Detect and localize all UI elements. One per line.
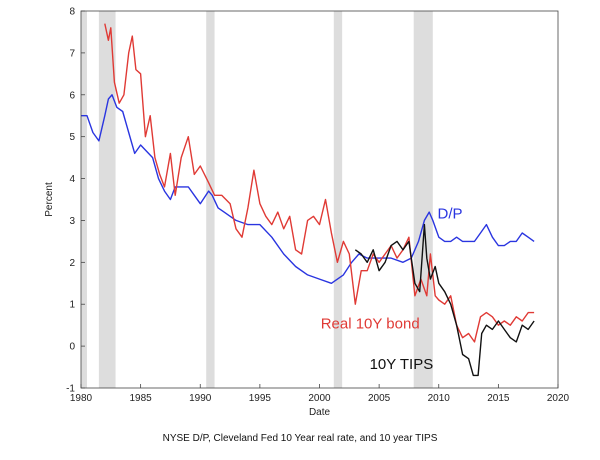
x-tick-label: 1995 [249,393,272,404]
series-annotation: D/P [438,205,463,222]
recession-band [413,11,433,388]
x-tick-label: 2005 [368,393,391,404]
x-tick-label: 1985 [130,393,153,404]
recession-band [98,11,116,388]
series-line-10y-tips [354,223,535,377]
y-tick-label: 5 [69,132,75,143]
y-tick-label: -1 [66,384,75,395]
figure-caption: NYSE D/P, Cleveland Fed 10 Year real rat… [162,433,438,444]
series-annotation: Real 10Y bond [321,316,420,333]
plot-frame [80,10,559,389]
y-tick-label: 4 [69,174,75,185]
y-tick-label: 2 [69,258,75,269]
y-tick-label: 6 [69,90,75,101]
y-tick-label: 7 [69,48,75,59]
series-line-real-10y-bond [104,23,535,343]
x-tick-label: 2020 [547,393,570,404]
recession-band [333,11,343,388]
y-axis-title: Percent [44,182,55,217]
y-tick-label: 1 [69,300,75,311]
recession-band [206,11,215,388]
x-tick-label: 1980 [70,393,93,404]
y-tick-label: 3 [69,216,75,227]
recession-band [81,11,87,388]
recession-bands [81,11,433,388]
axis-ticks: 1980 1985 1990 1995 2000 2005 2010 2015 2020 -1 0 1… [66,7,569,405]
series-labels: D/P Real 10Y bond 10Y TIPS [321,205,463,373]
series-lines [81,23,535,377]
x-axis-title: Date [309,407,331,418]
x-tick-label: 2000 [308,393,331,404]
series-line-d-p [81,94,535,284]
x-tick-label: 2015 [487,393,510,404]
y-tick-label: 0 [69,342,75,353]
chart: 1980 1985 1990 1995 2000 2005 2010 2015 2020 -1 0 1… [44,7,570,419]
y-tick-label: 8 [69,7,75,18]
series-annotation: 10Y TIPS [370,356,434,373]
x-tick-label: 1990 [189,393,212,404]
x-tick-label: 2010 [428,393,451,404]
